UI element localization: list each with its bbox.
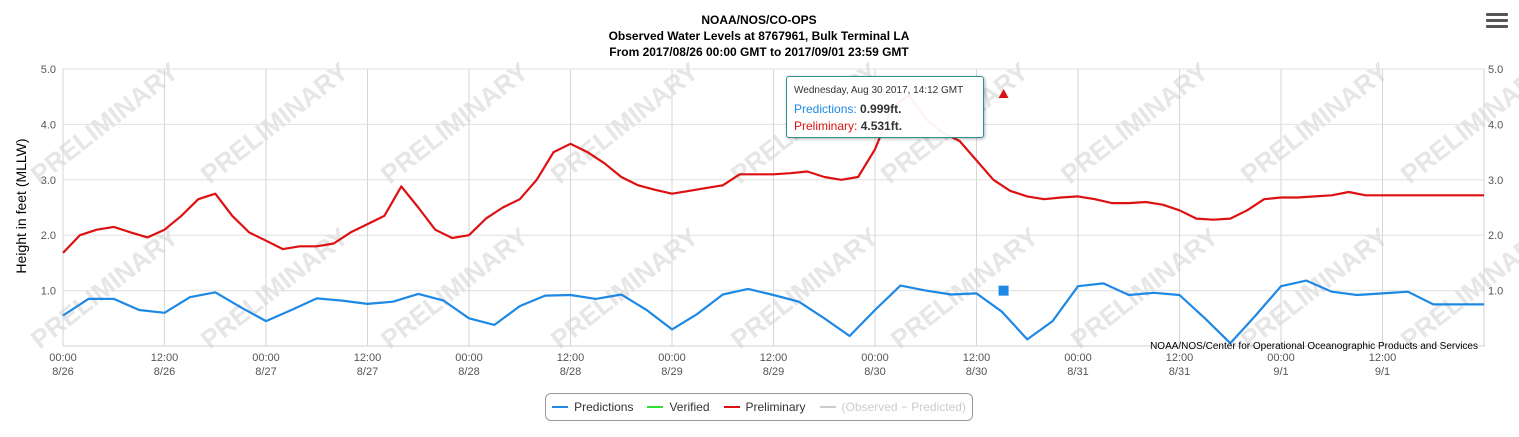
legend-item-2[interactable]: Preliminary xyxy=(723,400,806,414)
watermark-text: PRELIMINARY xyxy=(195,56,354,189)
watermark-text: PRELIMINARY xyxy=(545,221,704,354)
x-tick-date: 8/26 xyxy=(154,366,175,378)
y-axis-label: Height in feet (MLLW) xyxy=(13,138,29,273)
watermark-text: PRELIMINARY xyxy=(375,221,534,354)
chart-date-range: From 2017/08/26 00:00 GMT to 2017/09/01 … xyxy=(609,45,909,59)
watermark-text: PRELIMINARY xyxy=(1065,221,1224,354)
y-tick-label-right: 4.0 xyxy=(1488,119,1503,131)
watermark-text: PRELIMINARY xyxy=(375,56,534,189)
watermark-text: PRELIMINARY xyxy=(1235,56,1394,189)
tooltip-date: Wednesday, Aug 30 2017, 14:12 GMT xyxy=(794,85,964,96)
legend-swatch xyxy=(819,406,836,408)
x-tick-date: 9/1 xyxy=(1273,366,1288,378)
legend-swatch xyxy=(647,406,664,408)
series-line-preliminary xyxy=(62,93,1484,254)
x-tick-time: 00:00 xyxy=(252,352,280,364)
y-tick-label-right: 1.0 xyxy=(1488,286,1503,298)
x-tick-date: 8/29 xyxy=(763,366,784,378)
x-tick-time: 12:00 xyxy=(760,352,788,364)
y-tick-label: 4.0 xyxy=(41,119,56,131)
x-tick-time: 00:00 xyxy=(1064,352,1092,364)
x-tick-date: 8/31 xyxy=(1067,366,1088,378)
y-tick-label-right: 3.0 xyxy=(1488,175,1503,187)
x-tick-time: 00:00 xyxy=(1267,352,1295,364)
x-axis: 00:00 8/26 12:00 8/26 00:00 8/27 12:00 8/27 00:0… xyxy=(49,352,1396,378)
watermark-text: PRELIMINARY xyxy=(1055,56,1214,189)
x-tick-date: 8/28 xyxy=(560,366,581,378)
x-tick-date: 8/29 xyxy=(661,366,682,378)
x-tick-time: 12:00 xyxy=(963,352,991,364)
x-tick-time: 12:00 xyxy=(1369,352,1397,364)
x-tick-date: 8/30 xyxy=(864,366,885,378)
y-axis-left: 1.0 2.0 3.0 4.0 5.0 xyxy=(41,64,56,298)
tooltip-prelim-value: 4.531ft. xyxy=(860,119,903,133)
chart-legend: Predictions Verified Preliminary (Observed … xyxy=(545,393,973,421)
x-tick-date: 8/30 xyxy=(966,366,987,378)
watermark-text: PRELIMINARY xyxy=(195,221,354,354)
legend-swatch xyxy=(723,406,740,408)
predictions-hover-marker xyxy=(998,285,1009,296)
y-tick-label: 3.0 xyxy=(41,175,56,187)
y-tick-label: 5.0 xyxy=(41,64,56,76)
watermark-text: PRELIMINARY xyxy=(725,221,884,354)
chart-titles: NOAA/NOS/CO-OPS Observed Water Levels at… xyxy=(609,13,910,59)
series-line-predictions xyxy=(62,279,1484,345)
legend-item-1[interactable]: Verified xyxy=(647,400,710,414)
x-tick-date: 8/31 xyxy=(1169,366,1190,378)
hamburger-menu-icon[interactable] xyxy=(1486,13,1508,33)
tooltip-pred-label: Predictions: xyxy=(794,102,857,116)
tooltip-pred-value: 0.999ft. xyxy=(860,102,902,116)
grid-lines xyxy=(62,68,1485,347)
x-tick-date: 9/1 xyxy=(1375,366,1390,378)
x-tick-time: 12:00 xyxy=(557,352,585,364)
x-tick-time: 00:00 xyxy=(658,352,686,364)
legend-label: Verified xyxy=(669,400,710,414)
y-tick-label-right: 2.0 xyxy=(1488,230,1503,242)
y-tick-label: 1.0 xyxy=(41,286,56,298)
data-tooltip: Wednesday, Aug 30 2017, 14:12 GMT Predic… xyxy=(786,76,984,138)
x-tick-time: 12:00 xyxy=(354,352,382,364)
hover-markers xyxy=(998,88,1009,296)
legend-label: Preliminary xyxy=(745,400,806,414)
watermark-layer: PRELIMINARY PRELIMINARY PRELIMINARY PRELIMI… xyxy=(25,56,1519,354)
series-layer xyxy=(62,93,1484,345)
legend-item-3[interactable]: (Observed − Predicted) xyxy=(819,400,966,414)
watermark-text: PRELIMINARY xyxy=(545,56,704,189)
legend-swatch xyxy=(552,406,569,408)
tooltip-prelim-label: Preliminary: xyxy=(794,119,858,133)
x-tick-time: 00:00 xyxy=(49,352,77,364)
x-tick-time: 12:00 xyxy=(151,352,179,364)
tooltip-predictions-row: Predictions: 0.999ft. xyxy=(794,102,976,116)
x-tick-time: 12:00 xyxy=(1166,352,1194,364)
legend-label: Predictions xyxy=(574,400,634,414)
tooltip-preliminary-row: Preliminary: 4.531ft. xyxy=(794,119,976,133)
y-tick-label-right: 5.0 xyxy=(1488,64,1503,76)
x-tick-date: 8/27 xyxy=(357,366,378,378)
y-axis-right: 1.0 2.0 3.0 4.0 5.0 xyxy=(1488,64,1503,298)
chart-subtitle: Observed Water Levels at 8767961, Bulk T… xyxy=(609,29,910,43)
watermark-text: PRELIMINARY xyxy=(1235,221,1394,354)
x-tick-date: 8/26 xyxy=(52,366,73,378)
preliminary-hover-marker xyxy=(998,88,1009,98)
x-tick-date: 8/27 xyxy=(255,366,276,378)
legend-label: (Observed − Predicted) xyxy=(841,400,966,414)
legend-item-0[interactable]: Predictions xyxy=(552,400,633,414)
x-tick-time: 00:00 xyxy=(861,352,889,364)
x-tick-date: 8/28 xyxy=(458,366,479,378)
x-tick-time: 00:00 xyxy=(455,352,483,364)
y-tick-label: 2.0 xyxy=(41,230,56,242)
chart-title: NOAA/NOS/CO-OPS xyxy=(701,13,816,27)
credit-text: NOAA/NOS/Center for Operational Oceanogr… xyxy=(1150,341,1478,352)
